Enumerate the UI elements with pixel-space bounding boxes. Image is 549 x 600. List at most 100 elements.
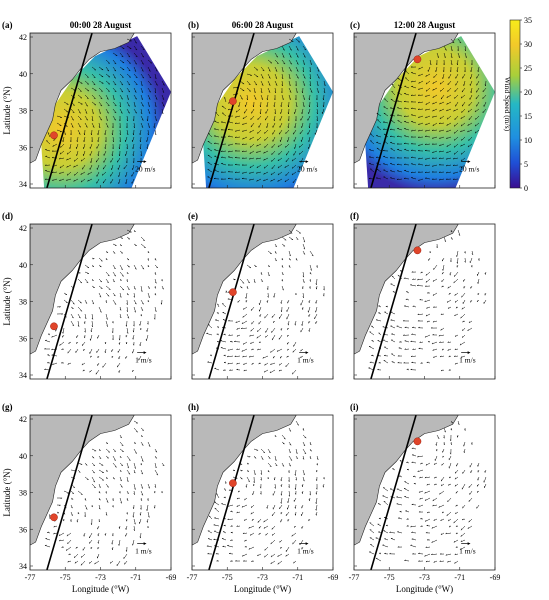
vector-arrow-head: [460, 535, 462, 537]
vector-arrow: [97, 553, 100, 559]
vector-arrow-head: [443, 436, 445, 439]
vector-arrow: [260, 448, 266, 454]
vector-arrow: [119, 250, 123, 254]
vector-arrow: [460, 313, 466, 319]
vector-arrow: [84, 476, 89, 480]
vector-arrow-head: [134, 105, 136, 107]
vector-arrow: [220, 340, 227, 343]
vector-arrow: [300, 348, 304, 352]
vector-arrow: [112, 150, 114, 156]
vector-arrow: [77, 306, 83, 312]
vector-arrow-head: [139, 140, 141, 143]
storm-center-marker: [50, 131, 58, 140]
vector-arrow: [97, 129, 100, 135]
vector-arrow-head: [78, 317, 81, 319]
x-tick-label: -71: [454, 573, 465, 582]
panel-c: 20 m/s(c) 12:00 28 August: [350, 20, 496, 189]
vector-arrow-head: [149, 83, 152, 85]
vector-arrow: [316, 80, 319, 86]
vector-arrow: [383, 121, 389, 124]
vector-arrow-head: [226, 355, 229, 358]
vector-arrow: [288, 441, 292, 446]
vector-arrow: [133, 285, 136, 290]
scale-label: 1 m/s: [459, 356, 476, 365]
vector-arrow: [117, 164, 121, 170]
vector-arrow-head: [461, 518, 464, 521]
vector-arrow: [404, 115, 410, 117]
vector-arrow: [455, 511, 459, 515]
storm-center-marker: [229, 97, 237, 106]
vector-arrow: [439, 122, 445, 124]
vector-arrow: [446, 164, 452, 167]
vector-arrow: [260, 87, 263, 93]
vector-arrow-head: [426, 539, 429, 541]
vector-arrow-head: [323, 91, 326, 94]
vector-arrow: [299, 129, 304, 135]
vector-arrow-head: [249, 131, 251, 133]
vector-arrow: [146, 136, 149, 142]
vector-arrow: [248, 546, 255, 550]
vector-arrow: [52, 143, 58, 147]
vector-arrow: [274, 66, 278, 72]
vector-arrow: [118, 355, 121, 360]
vector-arrow-head: [438, 163, 441, 166]
vector-arrow: [389, 532, 396, 534]
vector-arrow-head: [268, 274, 270, 277]
vector-arrow-head: [315, 470, 318, 473]
vector-arrow: [432, 94, 438, 98]
vector-arrow: [369, 522, 375, 527]
vector-arrow: [246, 80, 251, 85]
vector-arrow: [302, 455, 305, 460]
vector-arrow: [288, 250, 291, 257]
vector-arrow-head: [397, 355, 400, 357]
vector-arrow: [250, 115, 255, 120]
vector-arrow-head: [439, 130, 441, 132]
vector-arrow: [60, 143, 65, 148]
vector-arrow: [447, 299, 452, 303]
vector-arrow: [147, 143, 149, 149]
vector-arrow: [232, 86, 238, 89]
vector-arrow: [246, 455, 251, 457]
vector-arrow: [80, 171, 86, 175]
vector-arrow: [476, 80, 480, 86]
vector-arrow: [110, 157, 114, 163]
vector-arrow-head: [445, 532, 447, 535]
vector-arrow: [98, 285, 103, 289]
vector-arrow: [484, 483, 487, 488]
vector-arrow-head: [460, 540, 463, 542]
vector-arrow: [316, 66, 320, 72]
vector-arrow: [249, 355, 255, 358]
vector-arrow-head: [449, 525, 451, 528]
vector-arrow-head: [378, 361, 381, 364]
vector-arrow-head: [315, 492, 317, 495]
vector-arrow: [154, 278, 157, 284]
vector-arrow: [272, 504, 276, 510]
vector-arrow: [147, 122, 150, 128]
vector-arrow: [118, 171, 121, 177]
vector-arrow: [70, 108, 75, 113]
vector-arrow-head: [418, 505, 420, 508]
vector-arrow: [432, 80, 438, 84]
vector-arrow: [274, 455, 277, 461]
vector-arrow-head: [79, 126, 81, 128]
vector-arrow-head: [60, 497, 63, 500]
vector-arrow: [263, 150, 269, 154]
vector-arrow: [412, 278, 417, 280]
vector-arrow: [457, 66, 459, 72]
vector-arrow-head: [132, 119, 135, 122]
vector-arrow-head: [244, 498, 246, 501]
vector-arrow-head: [126, 119, 128, 122]
vector-arrow-head: [310, 63, 312, 65]
vector-arrow-head: [243, 560, 245, 562]
vector-arrow: [281, 94, 284, 100]
vector-arrow: [112, 448, 117, 452]
vector-arrow-head: [227, 518, 229, 520]
vector-arrow-head: [448, 355, 450, 358]
vector-arrow: [76, 150, 79, 156]
vector-arrow-head: [446, 130, 448, 133]
vector-arrow: [302, 66, 304, 72]
vector-arrow: [140, 122, 144, 128]
vector-arrow-head: [441, 285, 443, 288]
vector-arrow: [133, 101, 136, 107]
vector-arrow: [460, 122, 466, 127]
